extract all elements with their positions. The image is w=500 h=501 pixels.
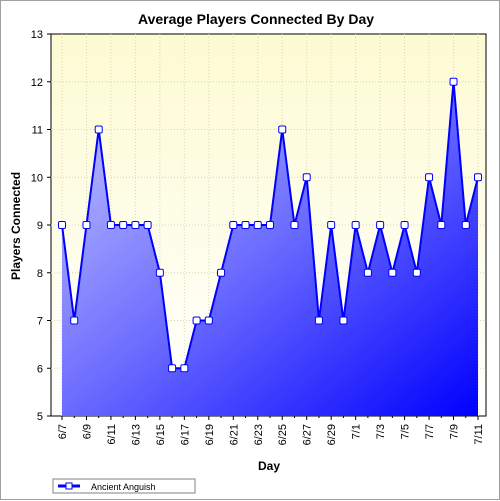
- y-tick-label: 10: [31, 172, 43, 184]
- x-tick-label: 6/7: [57, 424, 69, 439]
- data-point: [290, 221, 299, 229]
- data-point: [143, 221, 152, 229]
- x-tick-label: 6/21: [228, 424, 240, 445]
- y-tick-label: 8: [37, 268, 43, 280]
- y-tick-label: 9: [37, 220, 43, 232]
- legend-label: Ancient Anguish: [91, 482, 156, 492]
- x-tick-label: 6/29: [326, 424, 338, 445]
- legend-marker-swatch: [65, 482, 73, 490]
- data-point: [412, 268, 421, 277]
- x-tick-label: 6/13: [130, 424, 142, 445]
- data-point: [82, 221, 91, 229]
- x-tick-label: 6/23: [253, 424, 265, 445]
- data-point: [168, 364, 177, 373]
- data-point: [474, 173, 482, 182]
- data-point: [266, 221, 274, 229]
- data-point: [217, 268, 226, 277]
- x-tick-label: 7/7: [424, 424, 436, 439]
- data-point: [192, 316, 201, 325]
- data-point: [314, 316, 323, 325]
- x-tick-label: 6/27: [302, 424, 314, 445]
- data-point: [58, 221, 66, 229]
- data-point: [449, 77, 458, 86]
- data-point: [94, 125, 103, 134]
- series-area: [62, 81, 478, 416]
- data-point: [155, 268, 164, 277]
- legend-box: [52, 478, 196, 494]
- legend: Ancient Anguish: [52, 478, 196, 494]
- data-point: [376, 221, 385, 229]
- data-point: [351, 221, 360, 229]
- x-tick-label: 7/9: [449, 424, 461, 439]
- data-point: [106, 221, 115, 229]
- y-tick-label: 12: [31, 77, 43, 89]
- data-point: [339, 316, 348, 325]
- data-point: [425, 173, 434, 182]
- x-tick-label: 6/17: [179, 424, 191, 445]
- x-tick-label: 6/11: [106, 424, 118, 445]
- data-markers: [58, 77, 482, 373]
- x-tick-label: 7/5: [400, 424, 412, 439]
- data-point: [388, 268, 397, 277]
- data-point: [400, 221, 409, 229]
- x-tick-label: 6/19: [204, 424, 216, 445]
- y-tick-label: 11: [32, 125, 43, 137]
- data-point: [363, 268, 372, 277]
- data-point: [278, 125, 287, 134]
- data-point: [241, 221, 250, 229]
- data-point: [229, 221, 238, 229]
- y-tick-label: 13: [31, 29, 43, 41]
- y-tick-label: 7: [37, 316, 43, 328]
- data-point: [131, 221, 140, 229]
- chart-title: Average Players Connected By Day: [138, 11, 374, 27]
- data-point: [204, 316, 213, 325]
- x-tick-label: 6/25: [277, 424, 289, 445]
- y-tick-label: 5: [37, 411, 43, 423]
- x-tick-label: 6/15: [155, 424, 167, 445]
- x-tick-label: 7/11: [473, 424, 485, 445]
- y-axis-label: Players Connected: [9, 172, 23, 280]
- data-point: [461, 221, 470, 229]
- y-axis-ticks: 5 6 7 8 9 10 11 12 13: [31, 29, 51, 423]
- data-point: [70, 316, 79, 325]
- data-point: [119, 221, 128, 229]
- x-axis-ticks: 6/7 6/9 6/11 6/13 6/15 6/17 6/19 6/21 6/23 6/25 6/…: [57, 416, 485, 445]
- data-point: [253, 221, 262, 229]
- x-tick-label: 7/3: [375, 424, 387, 439]
- x-tick-label: 7/1: [351, 424, 363, 439]
- data-point: [327, 221, 336, 229]
- data-point: [180, 364, 189, 373]
- x-tick-label: 6/9: [81, 424, 93, 439]
- y-tick-label: 6: [37, 363, 43, 375]
- x-axis-label: Day: [258, 459, 280, 473]
- data-point: [302, 173, 311, 182]
- data-point: [437, 221, 446, 229]
